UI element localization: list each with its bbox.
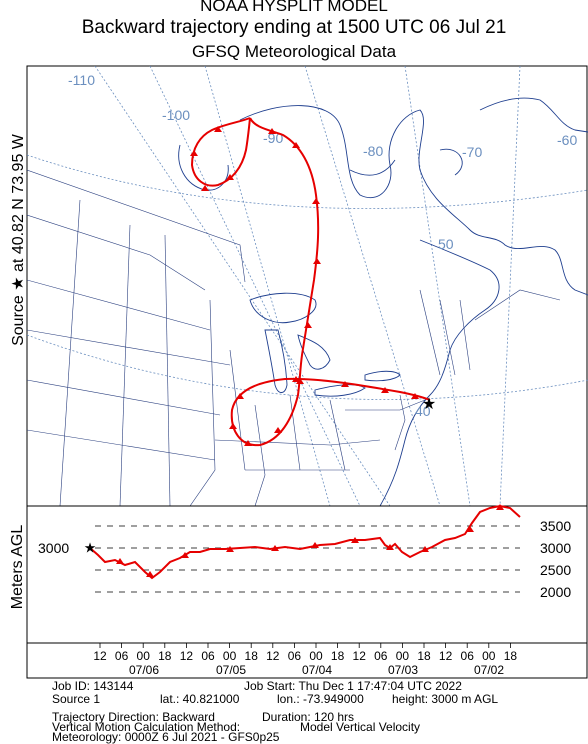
coastlines bbox=[178, 97, 588, 506]
model-title: NOAA HYSPLIT MODEL bbox=[200, 0, 388, 15]
lon-label-80: -80 bbox=[363, 143, 383, 159]
start-height-label: 3000 bbox=[38, 540, 69, 556]
trajectory-path bbox=[230, 117, 431, 447]
hour-label: 12 bbox=[93, 649, 107, 663]
hour-label: 12 bbox=[353, 649, 367, 663]
time-ticks bbox=[99, 643, 511, 648]
height-tick-2000: 2000 bbox=[540, 584, 571, 600]
height-tick-3500: 3500 bbox=[540, 518, 571, 534]
job-start: Job Start: Thu Dec 1 17:47:04 UTC 2022 bbox=[244, 679, 462, 693]
height-gridlines bbox=[95, 525, 520, 593]
date-label-0705: 07/05 bbox=[216, 663, 246, 677]
date-label-0703: 07/03 bbox=[388, 663, 418, 677]
hour-label: 06 bbox=[115, 649, 129, 663]
lon-label-70: -70 bbox=[462, 144, 482, 160]
hour-label: 18 bbox=[504, 649, 518, 663]
lat-label-40: 40 bbox=[415, 403, 431, 419]
height-tick-2500: 2500 bbox=[540, 562, 571, 578]
hour-label: 18 bbox=[245, 649, 259, 663]
hour-label: 12 bbox=[439, 649, 453, 663]
lon-label-110: -110 bbox=[68, 72, 95, 88]
hour-labels: 12 06 00 18 12 06 00 18 12 06 00 18 12 06 00 18 12 06 00 18 bbox=[93, 649, 517, 663]
lon-label-60: -60 bbox=[557, 132, 577, 148]
hour-label: 00 bbox=[396, 649, 410, 663]
hour-label: 18 bbox=[331, 649, 345, 663]
trajectory-duration: Duration: 120 hrs bbox=[262, 710, 355, 724]
meteorology-info: Meteorology: 0000Z 6 Jul 2021 - GFS0p25 bbox=[52, 730, 280, 744]
height-profile-line bbox=[89, 504, 521, 580]
date-label-0704: 07/04 bbox=[302, 663, 332, 677]
hour-label: 18 bbox=[158, 649, 172, 663]
source-id: Source 1 bbox=[52, 692, 101, 706]
met-data-title: GFSQ Meteorological Data bbox=[191, 42, 397, 61]
hour-label: 00 bbox=[482, 649, 496, 663]
date-label-0702: 07/02 bbox=[474, 663, 504, 677]
date-label-0706: 07/06 bbox=[129, 663, 159, 677]
job-id: Job ID: 143144 bbox=[52, 679, 134, 693]
hour-label: 00 bbox=[223, 649, 237, 663]
lon-label-100: -100 bbox=[162, 107, 190, 123]
hour-label: 06 bbox=[288, 649, 302, 663]
trajectory-loop-north bbox=[190, 117, 251, 187]
source-star-icon: ★ bbox=[422, 396, 436, 413]
height-panel-frame bbox=[26, 505, 588, 644]
map-frame bbox=[26, 65, 588, 507]
height-start-star-icon: ★ bbox=[84, 540, 97, 556]
height-markers bbox=[116, 504, 504, 577]
hour-label: 06 bbox=[461, 649, 475, 663]
hour-label: 06 bbox=[374, 649, 388, 663]
trajectory-markers bbox=[190, 126, 419, 446]
hour-label: 06 bbox=[201, 649, 215, 663]
hour-label: 12 bbox=[266, 649, 280, 663]
trajectory-direction: Trajectory Direction: Backward bbox=[52, 710, 215, 724]
hour-label: 18 bbox=[417, 649, 431, 663]
hour-label: 00 bbox=[309, 649, 323, 663]
political-boundaries bbox=[27, 169, 561, 506]
hour-label: 12 bbox=[180, 649, 194, 663]
time-axis-frame bbox=[26, 642, 588, 679]
source-lat: lat.: 40.821000 bbox=[160, 692, 240, 706]
source-height: height: 3000 m AGL bbox=[392, 692, 499, 706]
height-tick-3000: 3000 bbox=[540, 540, 571, 556]
vertical-method-value: Model Vertical Velocity bbox=[300, 720, 421, 734]
trajectory-title: Backward trajectory ending at 1500 UTC 0… bbox=[81, 17, 507, 38]
graticule bbox=[27, 66, 588, 506]
lat-label-50: 50 bbox=[438, 236, 454, 252]
source-lon: lon.: -73.949000 bbox=[277, 692, 364, 706]
hour-label: 00 bbox=[137, 649, 151, 663]
